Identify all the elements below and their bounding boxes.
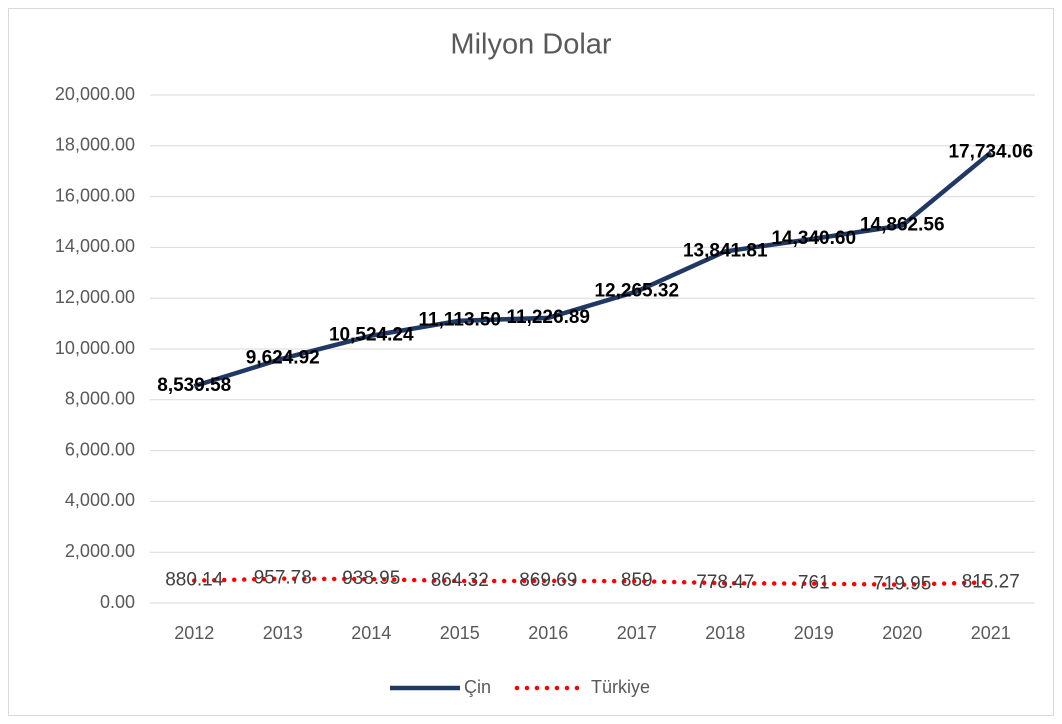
data-label: 880.14 xyxy=(165,570,224,591)
x-tick-label: 2016 xyxy=(528,623,568,643)
data-label: 10,524.24 xyxy=(329,325,414,346)
x-tick-label: 2020 xyxy=(882,623,922,643)
data-label: 8,539.58 xyxy=(157,375,231,396)
y-tick-label: 18,000.00 xyxy=(55,135,135,155)
data-label: 11,113.50 xyxy=(419,310,501,331)
y-tick-label: 8,000.00 xyxy=(65,389,135,409)
x-tick-label: 2018 xyxy=(705,623,745,643)
data-label: 957.78 xyxy=(254,568,312,589)
data-label: 11,226.89 xyxy=(507,307,590,328)
data-label: 778.47 xyxy=(696,572,754,593)
y-tick-label: 12,000.00 xyxy=(55,287,135,307)
y-tick-label: 0.00 xyxy=(100,592,135,612)
data-label: 859 xyxy=(621,570,653,591)
data-label: 14,862.56 xyxy=(860,215,945,236)
chart-title: Milyon Dolar xyxy=(450,29,611,61)
y-tick-label: 10,000.00 xyxy=(55,338,135,358)
legend-label: Çin xyxy=(464,677,491,697)
data-label: 17,734.06 xyxy=(948,142,1033,163)
data-label: 869.69 xyxy=(519,570,577,591)
y-tick-label: 16,000.00 xyxy=(55,185,135,205)
x-tick-label: 2014 xyxy=(351,623,391,643)
x-tick-label: 2012 xyxy=(174,623,214,643)
data-label: 9,624.92 xyxy=(246,348,320,369)
data-label: 13,841.81 xyxy=(683,240,768,261)
data-label: 14,340.60 xyxy=(771,228,856,249)
y-tick-label: 4,000.00 xyxy=(65,490,135,510)
x-tick-label: 2019 xyxy=(794,623,834,643)
chart-border xyxy=(8,8,1054,716)
data-label: 815.27 xyxy=(962,571,1020,592)
x-tick-label: 2021 xyxy=(971,623,1011,643)
y-tick-label: 14,000.00 xyxy=(55,236,135,256)
y-tick-label: 6,000.00 xyxy=(65,439,135,459)
data-label: 761 xyxy=(798,573,830,594)
data-label: 938.95 xyxy=(342,568,400,589)
x-tick-label: 2013 xyxy=(263,623,303,643)
x-tick-label: 2015 xyxy=(440,623,480,643)
data-label: 719.95 xyxy=(873,574,931,595)
legend-label: Türkiye xyxy=(591,677,650,697)
series-line xyxy=(193,150,993,389)
y-tick-label: 2,000.00 xyxy=(65,541,135,561)
data-label: 864.32 xyxy=(431,570,489,591)
y-tick-label: 20,000.00 xyxy=(55,84,135,104)
series-line xyxy=(192,576,993,587)
data-label: 12,265.32 xyxy=(594,280,679,301)
x-tick-label: 2017 xyxy=(617,623,657,643)
